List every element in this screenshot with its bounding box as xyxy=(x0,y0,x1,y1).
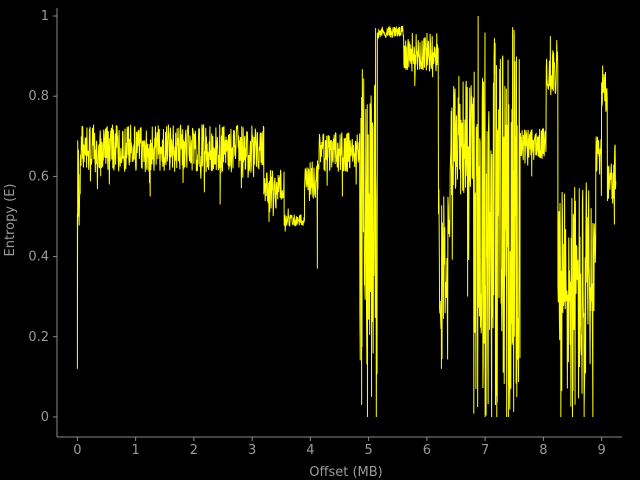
y-tick-label: 0.6 xyxy=(28,169,49,184)
x-tick-label: 6 xyxy=(423,443,431,458)
entropy-series-line xyxy=(76,16,617,417)
y-tick-label: 0 xyxy=(41,410,49,425)
x-tick-label: 4 xyxy=(306,443,314,458)
x-axis-title: Offset (MB) xyxy=(309,465,382,480)
axes xyxy=(56,8,622,438)
x-tick-label: 5 xyxy=(364,443,372,458)
y-tick-label: 1 xyxy=(41,9,49,24)
y-tick-label: 0.2 xyxy=(28,330,49,345)
y-axis-title: Entropy (E) xyxy=(3,184,18,257)
ticks: 0 1 2 3 4 5 6 7 8 9 0 0.2 0.4 0.6 0.8 1 xyxy=(28,9,605,458)
x-tick-label: 2 xyxy=(190,443,198,458)
x-tick-label: 8 xyxy=(539,443,547,458)
y-tick-label: 0.8 xyxy=(28,89,49,104)
x-tick-label: 9 xyxy=(597,443,605,458)
x-tick-label: 7 xyxy=(481,443,489,458)
x-tick-label: 3 xyxy=(248,443,256,458)
plot-area xyxy=(76,16,617,417)
x-tick-label: 1 xyxy=(131,443,139,458)
y-tick-label: 0.4 xyxy=(28,250,49,265)
x-tick-label: 0 xyxy=(73,443,81,458)
